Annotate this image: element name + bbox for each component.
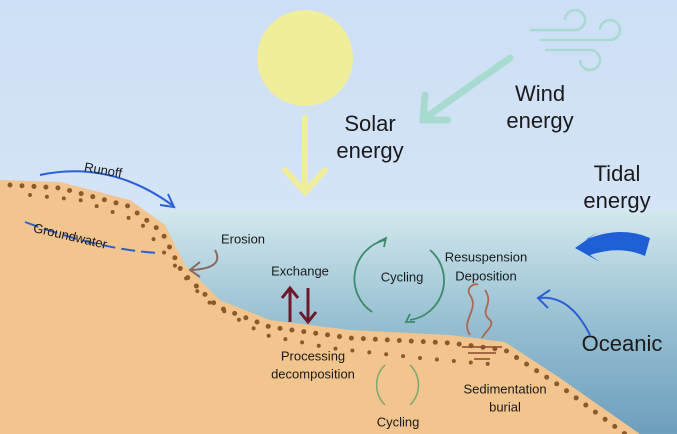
cycling-lower-arrows [375,364,420,406]
label: energy [506,108,573,133]
groundwater-arrow [24,221,161,254]
label: Runoff [83,159,123,180]
label: energy [583,188,650,213]
label: energy [336,138,403,163]
label: Processing [281,348,345,363]
sediment-dots [7,182,628,434]
label: Tidal [594,161,641,186]
label: Solar [344,111,395,136]
wind-icon [530,8,622,72]
label: Sedimentation [463,381,546,396]
tidal-arrow [575,231,650,262]
resuspension-arrows [466,283,493,339]
label: burial [489,399,521,414]
sun [257,10,353,106]
label: Resuspension [445,249,527,264]
label: Oceanic [582,331,663,356]
runoff-arrow [39,170,176,209]
erosion-arrow [188,249,219,278]
label: Erosion [221,231,265,246]
land [0,180,640,434]
wind-arrow [419,54,514,124]
label: Cycling [381,269,424,284]
label: Exchange [271,263,329,278]
sediment-layers [462,346,502,360]
label: Cycling [377,414,420,429]
oceanic-arrow [536,289,591,336]
label: decomposition [271,366,355,381]
label: Deposition [455,268,516,283]
solar-arrow [282,115,328,197]
exchange-arrows [280,285,318,325]
label: Wind [515,81,565,106]
cycling-arrows [353,236,445,323]
